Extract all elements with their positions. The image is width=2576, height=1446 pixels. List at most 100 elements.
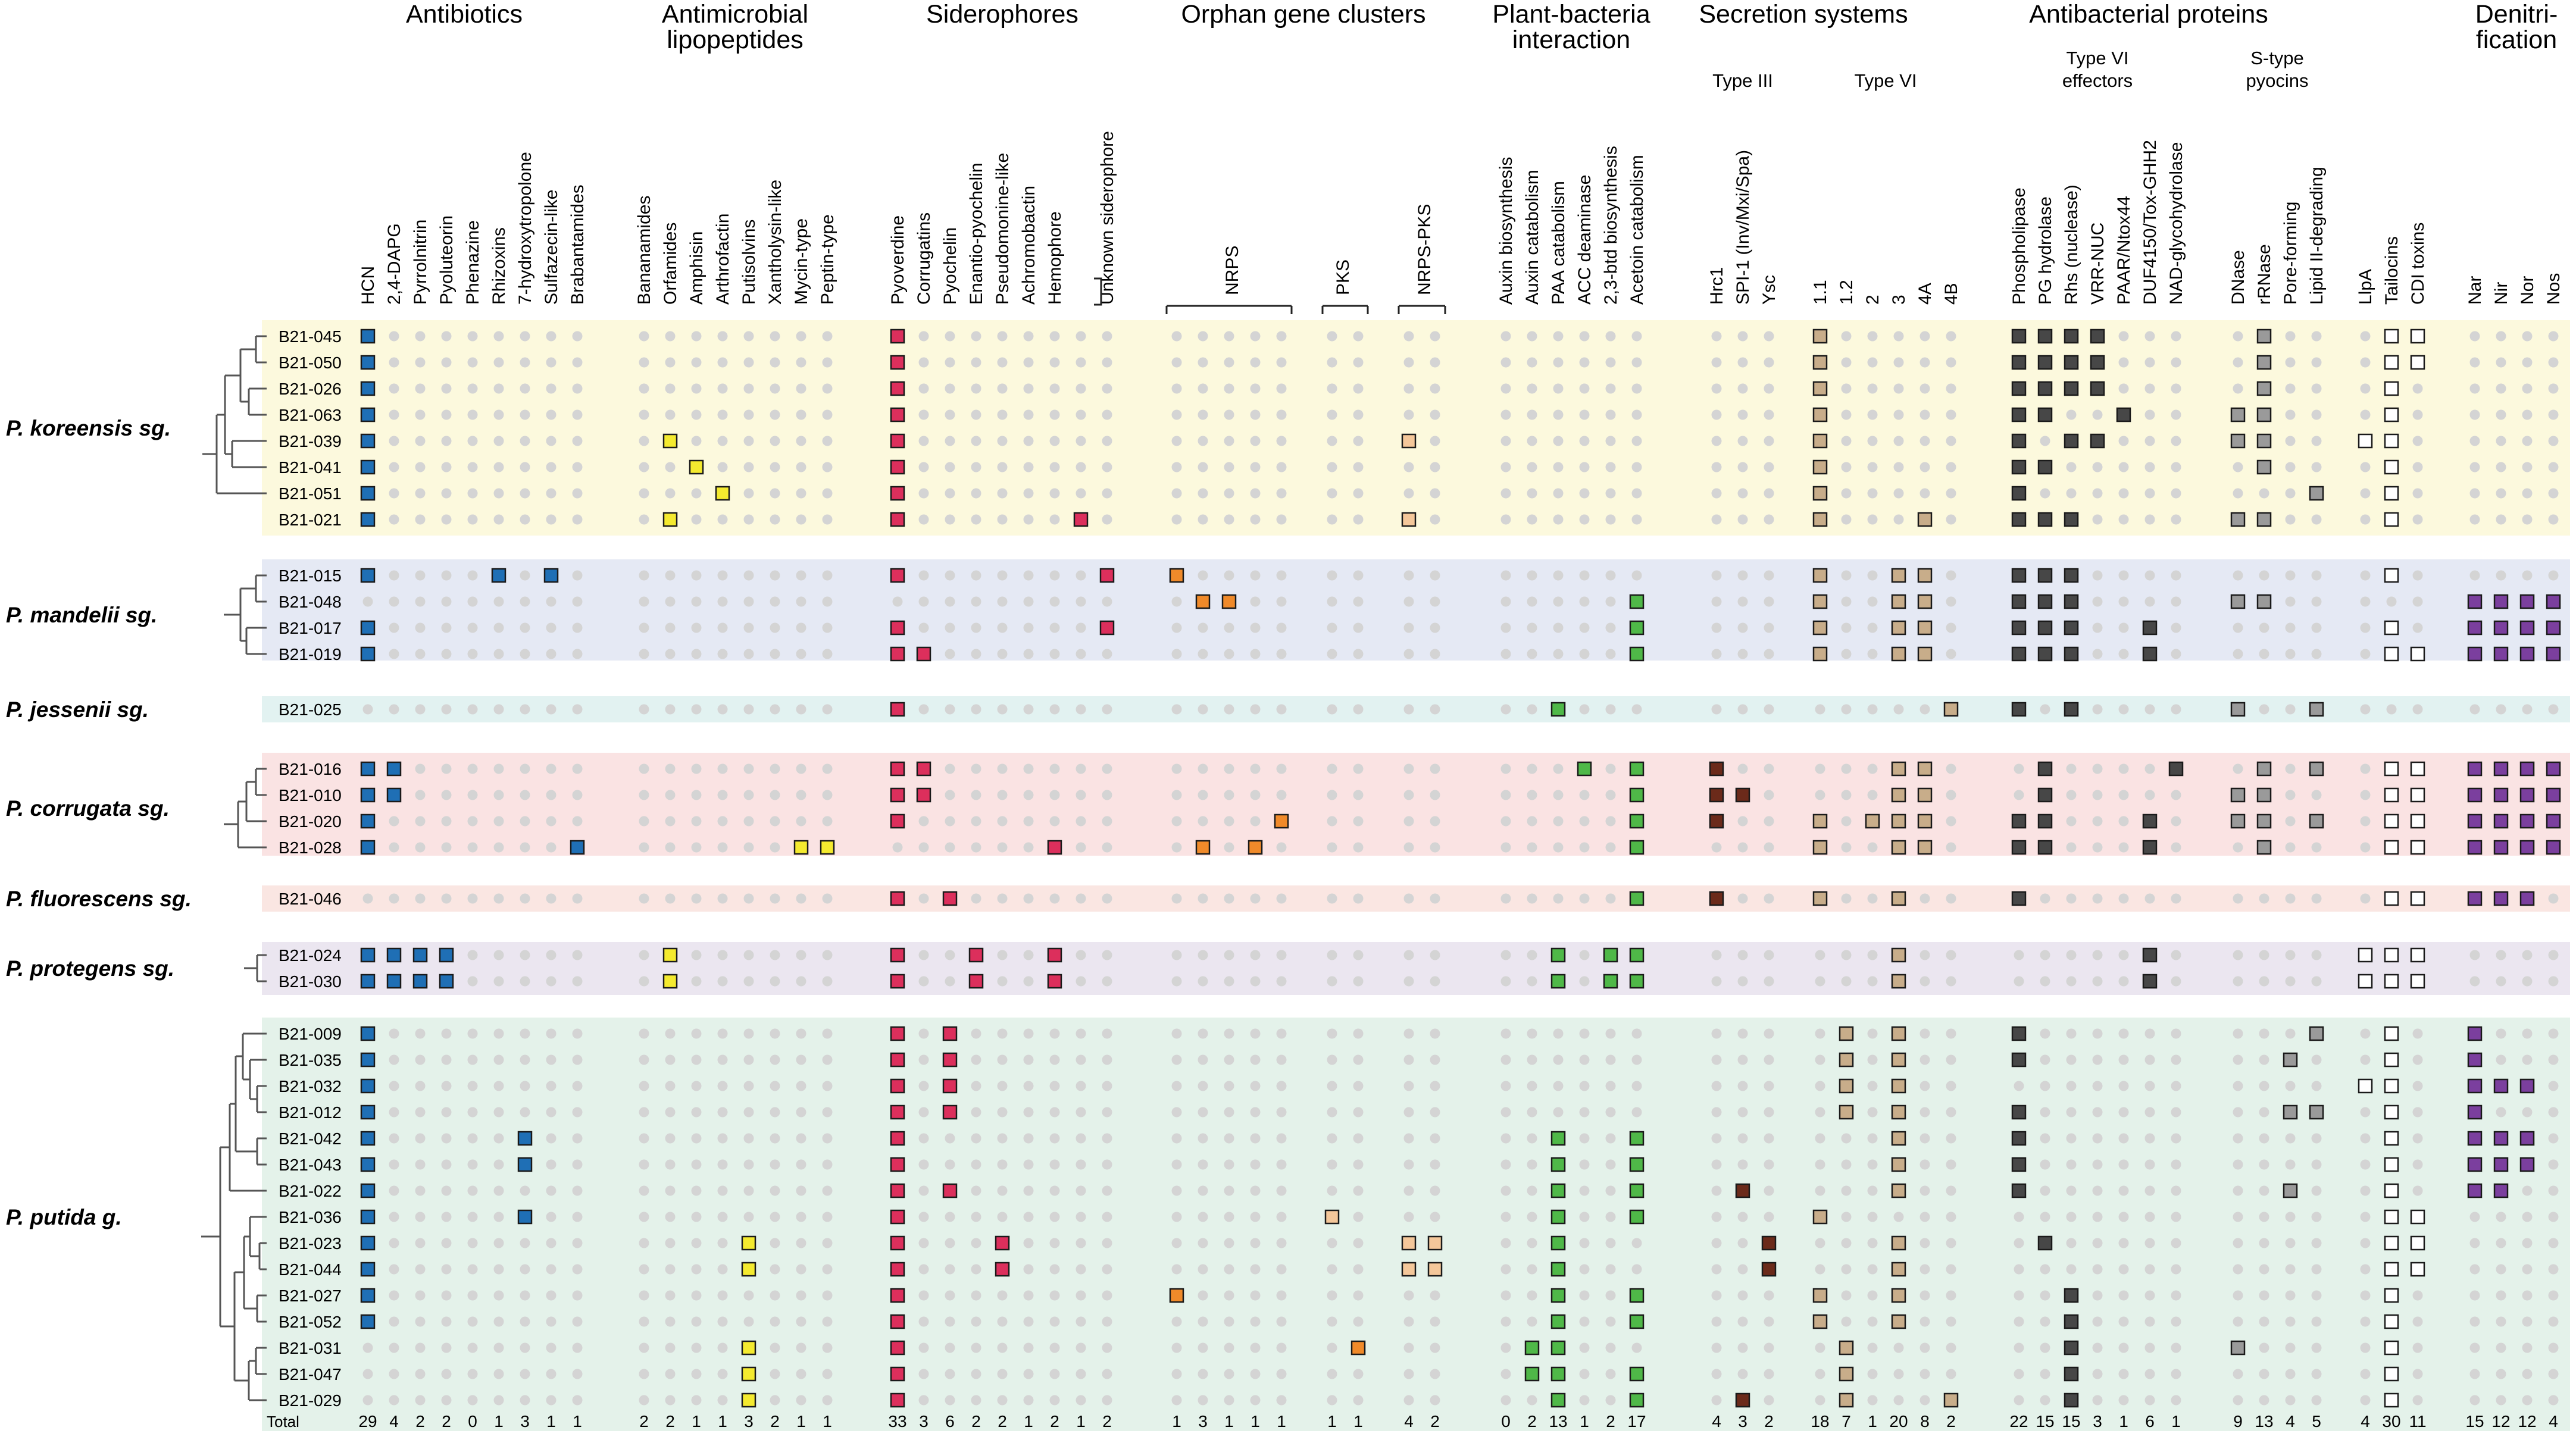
present-cell	[942, 1078, 958, 1094]
absent-dot	[1276, 1081, 1287, 1091]
absent-dot	[1764, 893, 1774, 904]
absent-dot	[2360, 1028, 2371, 1039]
absent-dot	[2118, 1342, 2129, 1353]
absent-dot	[1946, 1238, 1956, 1248]
absent-dot	[717, 893, 728, 904]
present-cell	[2519, 813, 2535, 829]
group-title: interaction	[1512, 26, 1630, 54]
absent-dot	[2040, 1342, 2050, 1353]
absent-dot	[796, 1185, 806, 1196]
absent-dot	[1867, 1133, 1878, 1144]
absent-dot	[2233, 763, 2243, 774]
absent-dot	[1867, 1185, 1878, 1196]
absent-dot	[2522, 976, 2533, 987]
absent-dot	[1579, 622, 1590, 633]
absent-dot	[1198, 1054, 1208, 1065]
absent-dot	[2360, 596, 2371, 607]
absent-dot	[2171, 1028, 2181, 1039]
absent-dot	[1764, 383, 1774, 394]
absent-dot	[717, 649, 728, 659]
absent-dot	[2522, 1264, 2533, 1275]
absent-dot	[2259, 1185, 2269, 1196]
absent-dot	[2259, 893, 2269, 904]
absent-dot	[2118, 514, 2129, 525]
absent-dot	[822, 596, 833, 607]
present-cell	[2410, 1262, 2425, 1277]
absent-dot	[1711, 1212, 1722, 1222]
absent-dot	[467, 1081, 478, 1091]
present-cell	[1248, 840, 1263, 855]
absent-dot	[1527, 1159, 1537, 1170]
absent-dot	[1631, 436, 1642, 446]
present-cell	[1629, 1288, 1645, 1303]
absent-dot	[770, 1081, 780, 1091]
absent-dot	[415, 893, 426, 904]
absent-dot	[1893, 1212, 1904, 1222]
absent-dot	[665, 842, 676, 853]
absent-dot	[1102, 409, 1112, 420]
absent-dot	[997, 950, 1008, 960]
absent-dot	[1049, 1290, 1060, 1301]
present-cell	[968, 974, 984, 989]
absent-dot	[1841, 842, 1852, 853]
absent-dot	[1815, 1342, 1825, 1353]
column-label: Hrc1	[1707, 267, 1727, 305]
absent-dot	[1102, 950, 1112, 960]
present-cell	[2384, 407, 2399, 422]
subgroup-label: P. mandelii sg.	[6, 603, 157, 627]
absent-dot	[691, 1369, 702, 1379]
absent-dot	[389, 649, 399, 659]
absent-dot	[493, 1185, 504, 1196]
present-cell	[2011, 381, 2027, 396]
absent-dot	[2412, 1290, 2423, 1301]
absent-dot	[2144, 893, 2155, 904]
absent-dot	[2118, 1081, 2129, 1091]
absent-dot	[717, 1212, 728, 1222]
absent-dot	[1049, 596, 1060, 607]
absent-dot	[2092, 1081, 2103, 1091]
absent-dot	[520, 893, 530, 904]
absent-dot	[691, 1395, 702, 1406]
absent-dot	[1076, 331, 1086, 342]
present-cell	[1735, 787, 1750, 803]
present-cell	[2546, 620, 2561, 636]
absent-dot	[2171, 1054, 2181, 1065]
absent-dot	[770, 462, 780, 472]
absent-dot	[1430, 357, 1440, 368]
absent-dot	[415, 1107, 426, 1118]
absent-dot	[2285, 488, 2296, 499]
absent-dot	[1815, 763, 1825, 774]
absent-dot	[1553, 488, 1564, 499]
absent-dot	[918, 1081, 929, 1091]
column-label: Achromobactin	[1019, 186, 1039, 305]
absent-dot	[918, 1290, 929, 1301]
absent-dot	[2014, 1238, 2024, 1248]
present-cell	[2384, 1209, 2399, 1225]
present-cell	[2467, 1183, 2483, 1198]
absent-dot	[1250, 1185, 1261, 1196]
present-cell	[890, 1183, 905, 1198]
present-cell	[1629, 620, 1645, 636]
absent-dot	[2496, 570, 2506, 581]
absent-dot	[1430, 570, 1440, 581]
absent-dot	[1500, 1264, 1511, 1275]
absent-dot	[1353, 1107, 1364, 1118]
absent-dot	[1867, 1290, 1878, 1301]
absent-dot	[971, 790, 981, 800]
absent-dot	[1579, 409, 1590, 420]
absent-dot	[665, 570, 676, 581]
absent-dot	[2171, 1395, 2181, 1406]
absent-dot	[717, 816, 728, 827]
strain-label: B21-021	[279, 511, 342, 529]
absent-dot	[691, 514, 702, 525]
absent-dot	[467, 357, 478, 368]
present-cell	[2384, 891, 2399, 906]
absent-dot	[2092, 1107, 2103, 1118]
absent-dot	[2040, 704, 2050, 715]
absent-dot	[1076, 763, 1086, 774]
absent-dot	[1920, 1159, 1930, 1170]
absent-dot	[945, 1212, 955, 1222]
absent-dot	[2233, 649, 2243, 659]
present-cell	[2384, 974, 2399, 989]
absent-dot	[1711, 1290, 1722, 1301]
